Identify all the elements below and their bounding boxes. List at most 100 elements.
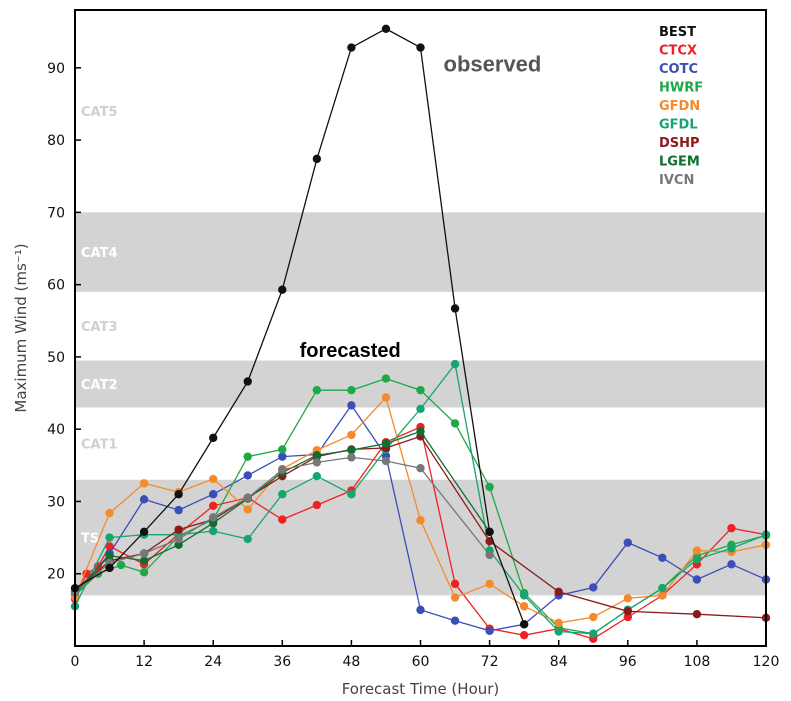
data-point-best xyxy=(209,433,218,443)
data-point-ctcx xyxy=(105,542,114,551)
data-point-cotc xyxy=(450,616,460,625)
data-point-hwrf xyxy=(243,452,252,461)
data-point-cotc xyxy=(727,560,736,569)
data-point-hwrf xyxy=(278,445,287,454)
data-point-gfdl xyxy=(278,490,287,499)
data-point-gfdl xyxy=(554,627,563,636)
data-point-ctcx xyxy=(312,500,322,510)
data-point-ivcn xyxy=(485,550,494,560)
data-point-best xyxy=(139,527,149,537)
data-point-lgem xyxy=(347,445,356,455)
intensity-bands: TS CAT1 CAT2 CAT3 CAT4 CAT5 xyxy=(75,105,766,596)
data-point-hwrf xyxy=(347,385,356,395)
legend-entry-cotc: COTC xyxy=(659,62,698,77)
data-point-gfdn xyxy=(381,393,391,402)
data-point-cotc xyxy=(416,605,425,615)
annotation-forecasted: forecasted xyxy=(300,340,401,362)
data-point-gfdn xyxy=(347,430,356,440)
data-point-ivcn xyxy=(278,465,287,474)
data-point-ctcx xyxy=(623,612,632,622)
annotations: observed forecasted xyxy=(300,51,542,361)
y-tick-label: 60 xyxy=(47,278,65,294)
data-point-best xyxy=(105,563,114,573)
data-point-best xyxy=(312,154,322,164)
data-point-gfdl xyxy=(209,526,218,536)
data-point-cotc xyxy=(243,471,252,480)
data-point-gfdn xyxy=(485,579,494,589)
band-label-cat2: CAT2 xyxy=(81,378,118,393)
band-label-cat3: CAT3 xyxy=(81,320,118,335)
x-tick-label: 120 xyxy=(753,654,780,670)
legend-entry-ivcn: IVCN xyxy=(659,173,694,188)
y-axis: 20 30 40 50 60 70 80 90 xyxy=(47,61,81,583)
legend-entry-best: BEST xyxy=(659,25,696,40)
data-point-gfdn xyxy=(243,505,252,514)
data-point-lgem xyxy=(209,518,218,528)
x-tick-label: 96 xyxy=(619,654,637,670)
data-point-gfdn xyxy=(450,593,460,602)
data-point-lgem xyxy=(312,451,322,460)
data-point-best xyxy=(243,377,252,386)
data-point-ctcx xyxy=(450,579,460,589)
data-point-gfdn xyxy=(519,602,529,611)
x-tick-label: 12 xyxy=(135,654,153,670)
band-cat2 xyxy=(75,360,766,408)
data-point-dshp xyxy=(692,610,702,619)
series-layer xyxy=(70,24,771,643)
annotation-observed: observed xyxy=(444,51,542,76)
band-cat4 xyxy=(75,212,766,292)
data-point-cotc xyxy=(692,575,702,584)
data-point-gfdl xyxy=(727,544,736,553)
data-point-hwrf xyxy=(312,385,322,395)
data-point-ivcn xyxy=(347,453,356,462)
data-point-cotc xyxy=(139,495,149,504)
data-point-best xyxy=(347,43,356,52)
data-point-lgem xyxy=(139,556,149,565)
y-tick-label: 80 xyxy=(47,133,65,149)
data-point-cotc xyxy=(347,401,356,410)
data-point-hwrf xyxy=(416,385,425,395)
data-point-gfdn xyxy=(589,612,598,622)
x-tick-label: 108 xyxy=(684,654,711,670)
data-point-gfdn xyxy=(554,618,563,628)
data-point-dshp xyxy=(554,587,563,596)
legend-entry-gfdl: GFDL xyxy=(659,118,698,133)
data-point-gfdn xyxy=(209,474,218,484)
x-tick-label: 84 xyxy=(550,654,568,670)
data-point-dshp xyxy=(174,525,183,534)
x-tick-label: 24 xyxy=(204,654,222,670)
data-point-best xyxy=(519,620,529,629)
data-point-gfdl xyxy=(312,471,322,481)
y-axis-title: Maximum Wind (ms⁻¹) xyxy=(12,243,30,412)
data-point-hwrf xyxy=(139,568,149,577)
data-point-best xyxy=(450,304,460,313)
x-axis: 0 12 24 36 48 60 72 84 96 108 120 xyxy=(71,640,780,670)
y-tick-label: 50 xyxy=(47,350,65,366)
data-point-ctcx xyxy=(727,523,736,533)
data-point-ivcn xyxy=(243,493,252,503)
data-point-ctcx xyxy=(519,630,529,640)
band-label-cat1: CAT1 xyxy=(81,438,118,453)
series-line-lgem xyxy=(74,430,491,593)
legend-entry-gfdn: GFDN xyxy=(659,99,700,114)
data-point-ivcn xyxy=(312,458,322,467)
data-point-hwrf xyxy=(381,374,391,383)
data-point-cotc xyxy=(623,538,632,547)
data-point-cotc xyxy=(278,452,287,461)
data-point-ivcn xyxy=(381,456,391,466)
legend-entry-ctcx: CTCX xyxy=(659,44,697,59)
band-label-ts: TS xyxy=(81,532,99,547)
data-point-best xyxy=(381,24,391,33)
data-point-best xyxy=(416,43,425,52)
data-point-gfdn xyxy=(105,508,114,518)
x-tick-label: 72 xyxy=(481,654,499,670)
data-point-hwrf xyxy=(485,482,494,492)
data-point-cotc xyxy=(658,553,667,563)
data-point-dshp xyxy=(623,607,632,616)
series-line-ivcn xyxy=(74,456,491,593)
data-point-best xyxy=(278,285,287,294)
data-point-ivcn xyxy=(139,549,149,558)
data-point-gfdl xyxy=(243,534,252,544)
data-point-ivcn xyxy=(209,513,218,522)
x-tick-label: 36 xyxy=(273,654,291,670)
